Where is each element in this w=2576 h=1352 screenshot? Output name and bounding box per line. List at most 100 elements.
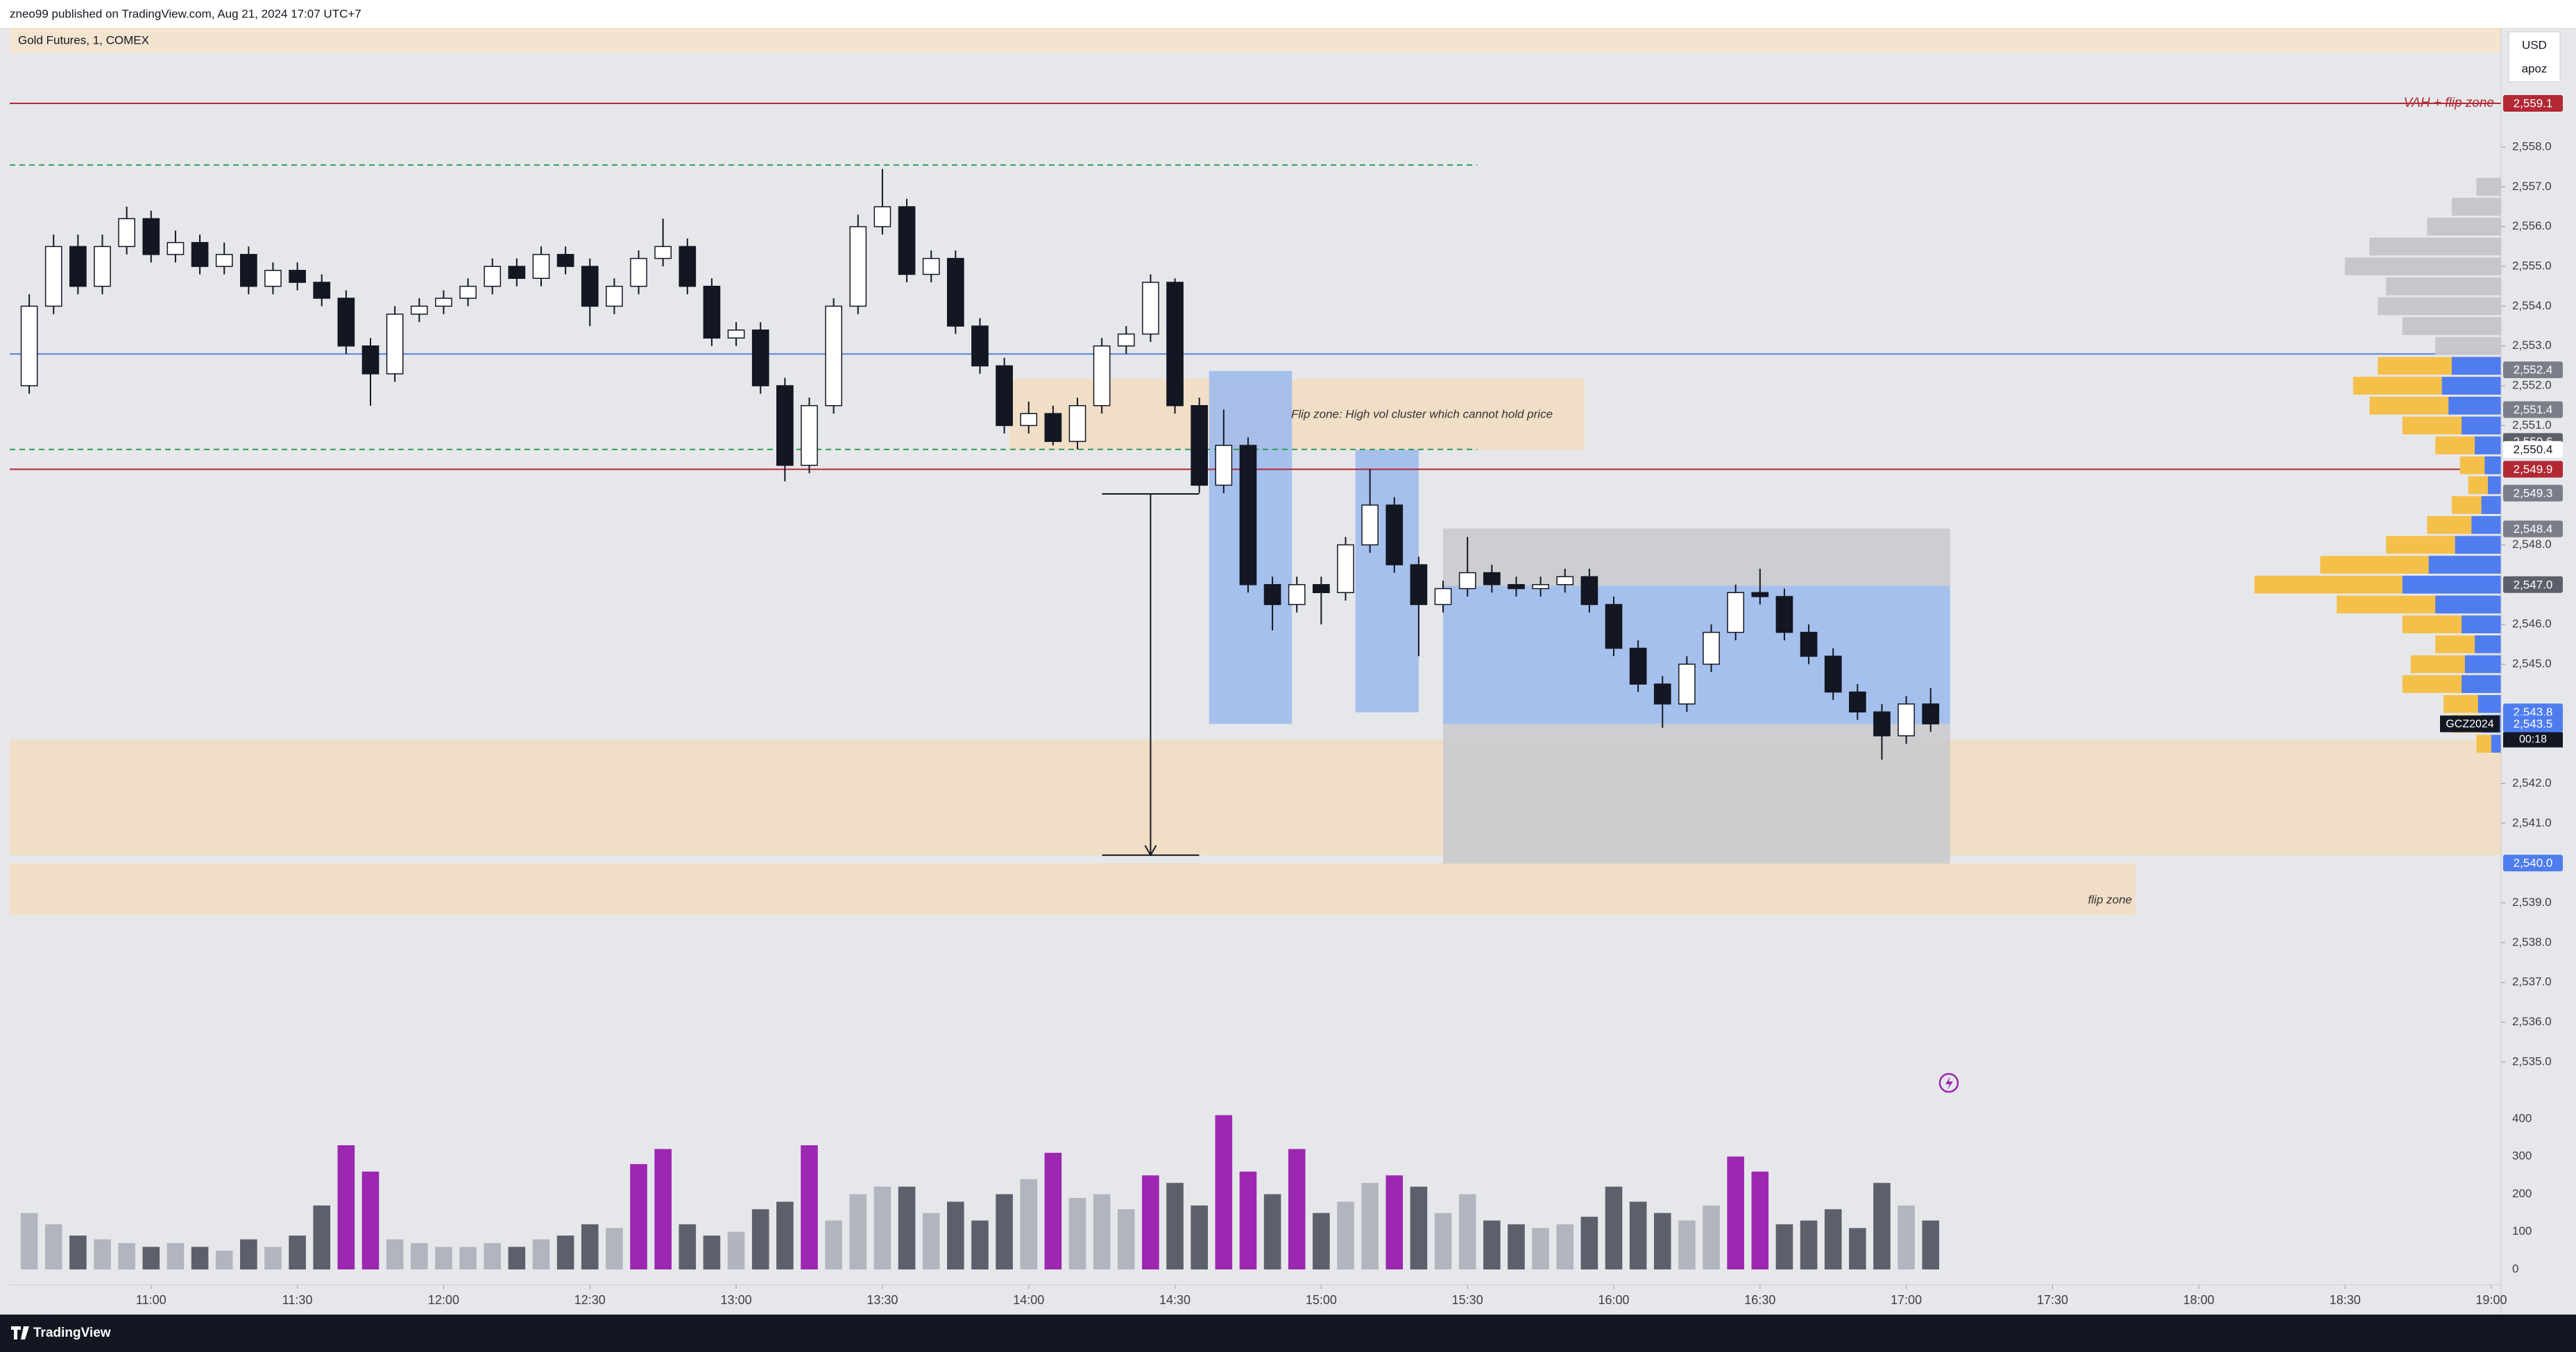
symbol-tag [2440, 715, 2500, 733]
candle-body [215, 254, 233, 267]
countdown-box [2503, 732, 2563, 748]
candle-body [1142, 282, 1159, 335]
candle-body [1239, 445, 1257, 585]
volume-bar [435, 1247, 452, 1269]
candle-body [1117, 333, 1135, 347]
x-tick-label: 15:00 [1306, 1293, 1337, 1307]
profile-inner [2475, 635, 2501, 653]
y-tick-label: 2,548.0 [2512, 538, 2552, 551]
candle-body [1483, 572, 1501, 585]
price-tag [2503, 401, 2563, 418]
volume-bar [1434, 1213, 1452, 1269]
volume-tick-label: 200 [2512, 1187, 2532, 1200]
candle-body [801, 404, 818, 466]
scale-mode: apoz [2522, 62, 2548, 75]
candle-body [1361, 504, 1379, 546]
volume-bar [849, 1194, 867, 1269]
candle-body [1263, 584, 1281, 606]
candle-body [1313, 584, 1330, 594]
volume-tick-label: 300 [2512, 1149, 2532, 1163]
profile-inner [2448, 396, 2501, 415]
volume-bar [532, 1239, 550, 1269]
symbol-strip [10, 28, 2501, 53]
candle-body [239, 254, 257, 287]
profile-inner [2451, 357, 2501, 375]
volume-bar [1215, 1115, 1233, 1269]
x-tick-label: 13:00 [721, 1293, 752, 1307]
volume-bar [654, 1149, 672, 1269]
volume-bar [1458, 1194, 1476, 1269]
candle-body [142, 218, 160, 255]
candle-body [1873, 711, 1891, 737]
candle-body [1727, 592, 1745, 633]
profile-inner [2484, 456, 2501, 474]
x-tick-label: 14:00 [1013, 1293, 1044, 1307]
volume-bar [1166, 1183, 1184, 1269]
volume-bar [44, 1224, 62, 1269]
volume-bar [1117, 1209, 1135, 1269]
candle-body [630, 257, 647, 287]
candle-body [1629, 647, 1647, 685]
currency-box[interactable] [2508, 31, 2561, 83]
volume-bar [1532, 1228, 1549, 1269]
profile-inner [2462, 675, 2501, 693]
candle-body [654, 246, 672, 259]
volume-bar [289, 1235, 306, 1269]
candle-body [1166, 282, 1184, 407]
y-tick-label: 2,557.0 [2512, 180, 2552, 193]
volume-bar [1873, 1183, 1891, 1269]
candle-body [1580, 576, 1598, 606]
candle-body [1824, 656, 1842, 693]
price-tag-label: 2,547.0 [2514, 578, 2553, 591]
volume-bar [922, 1213, 940, 1269]
volume-bar [1556, 1224, 1574, 1269]
zone-box [10, 739, 2501, 855]
profile-inner [2455, 536, 2501, 554]
volume-bar [167, 1243, 185, 1269]
volume-bar [361, 1171, 379, 1269]
y-tick-label: 2,541.0 [2512, 816, 2552, 829]
candle-body [1458, 572, 1476, 590]
volume-bar [727, 1231, 745, 1269]
y-tick-label: 2,553.0 [2512, 339, 2552, 352]
alert-icon[interactable] [1938, 1072, 1959, 1093]
volume-bar [1288, 1149, 1306, 1269]
candle-body [1897, 703, 1916, 737]
volume-bar [581, 1224, 599, 1269]
countdown: 00:18 [2519, 734, 2547, 746]
volume-bar [191, 1247, 209, 1269]
volume-bar [630, 1164, 647, 1269]
profile-bar [2386, 277, 2501, 296]
candle-body [873, 206, 892, 228]
volume-bar [996, 1194, 1013, 1269]
y-tick-label: 2,535.0 [2512, 1054, 2552, 1068]
candle-body [1385, 504, 1404, 565]
price-tag [2503, 855, 2563, 872]
profile-bar [2435, 336, 2501, 355]
x-tick-label: 11:00 [136, 1293, 167, 1307]
candle-body [971, 325, 989, 367]
candle-body [1653, 683, 1671, 705]
x-tick-label: 13:30 [867, 1293, 898, 1307]
logo [11, 1326, 29, 1340]
candle-body [118, 218, 136, 248]
zone-box [1443, 528, 1950, 586]
y-tick-label: 2,539.0 [2512, 896, 2552, 909]
candle-body [1508, 584, 1525, 590]
volume-bar [1678, 1220, 1696, 1269]
volume-bar [1191, 1205, 1208, 1269]
y-tick-label: 2,537.0 [2512, 975, 2552, 989]
x-tick-label: 17:30 [2037, 1293, 2068, 1307]
price-tag-label: 2,543.5 [2514, 717, 2553, 730]
volume-bar [1824, 1209, 1842, 1269]
candle-body [1068, 404, 1086, 443]
profile-inner [2491, 735, 2501, 753]
y-tick-label: 2,558.0 [2512, 140, 2552, 153]
candle-body [996, 365, 1013, 427]
x-tick-label: 11:30 [282, 1293, 313, 1307]
candle-body [1556, 576, 1574, 585]
profile-bar [2344, 257, 2501, 275]
x-tick-label: 14:30 [1159, 1293, 1191, 1307]
profile-bar [2451, 198, 2501, 216]
